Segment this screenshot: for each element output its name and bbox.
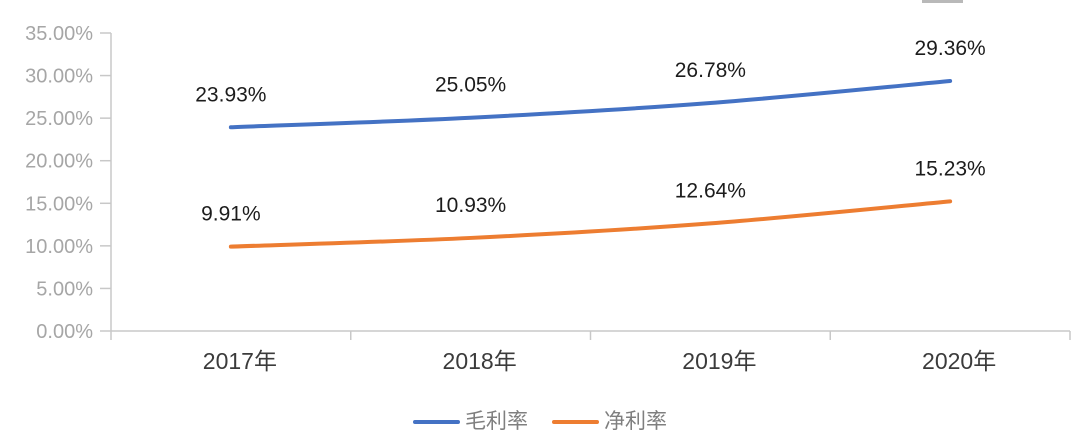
data-label-net-margin: 15.23% <box>915 157 986 180</box>
y-axis-tick-label: 25.00% <box>25 108 93 130</box>
data-label-gross-margin: 26.78% <box>675 59 746 82</box>
data-label-gross-margin: 29.36% <box>915 37 986 60</box>
y-axis-tick-label: 0.00% <box>36 321 93 343</box>
data-label-gross-margin: 25.05% <box>435 74 506 97</box>
y-axis-tick-label: 30.00% <box>25 66 93 88</box>
x-axis-category-label: 2017年 <box>203 348 277 374</box>
series-line-net-margin <box>228 199 953 249</box>
legend-item-net-margin: 净利率 <box>552 410 667 434</box>
legend-label-net-margin: 净利率 <box>604 410 667 433</box>
data-label-net-margin: 12.64% <box>675 179 746 202</box>
cropped-element-fragment <box>922 0 963 3</box>
x-axis-category-label: 2018年 <box>443 348 517 374</box>
chart-legend: 毛利率 净利率 <box>0 410 1080 434</box>
legend-line-swatch-net-margin <box>552 420 599 424</box>
y-axis-tick-label: 20.00% <box>25 151 93 173</box>
legend-label-gross-margin: 毛利率 <box>465 410 528 433</box>
series-line-gross-margin <box>228 79 953 130</box>
x-axis-category-label: 2020年 <box>922 348 996 374</box>
data-label-gross-margin: 23.93% <box>195 83 266 106</box>
x-axis-category-label: 2019年 <box>682 348 756 374</box>
y-axis-tick-label: 5.00% <box>36 278 93 300</box>
y-axis-tick-label: 15.00% <box>25 193 93 215</box>
y-axis-tick-label: 10.00% <box>25 236 93 258</box>
data-label-net-margin: 10.93% <box>435 194 506 217</box>
legend-item-gross-margin: 毛利率 <box>413 410 528 434</box>
legend-line-swatch-gross-margin <box>413 420 460 424</box>
data-label-net-margin: 9.91% <box>201 203 261 226</box>
y-axis-tick-label: 35.00% <box>25 23 93 45</box>
